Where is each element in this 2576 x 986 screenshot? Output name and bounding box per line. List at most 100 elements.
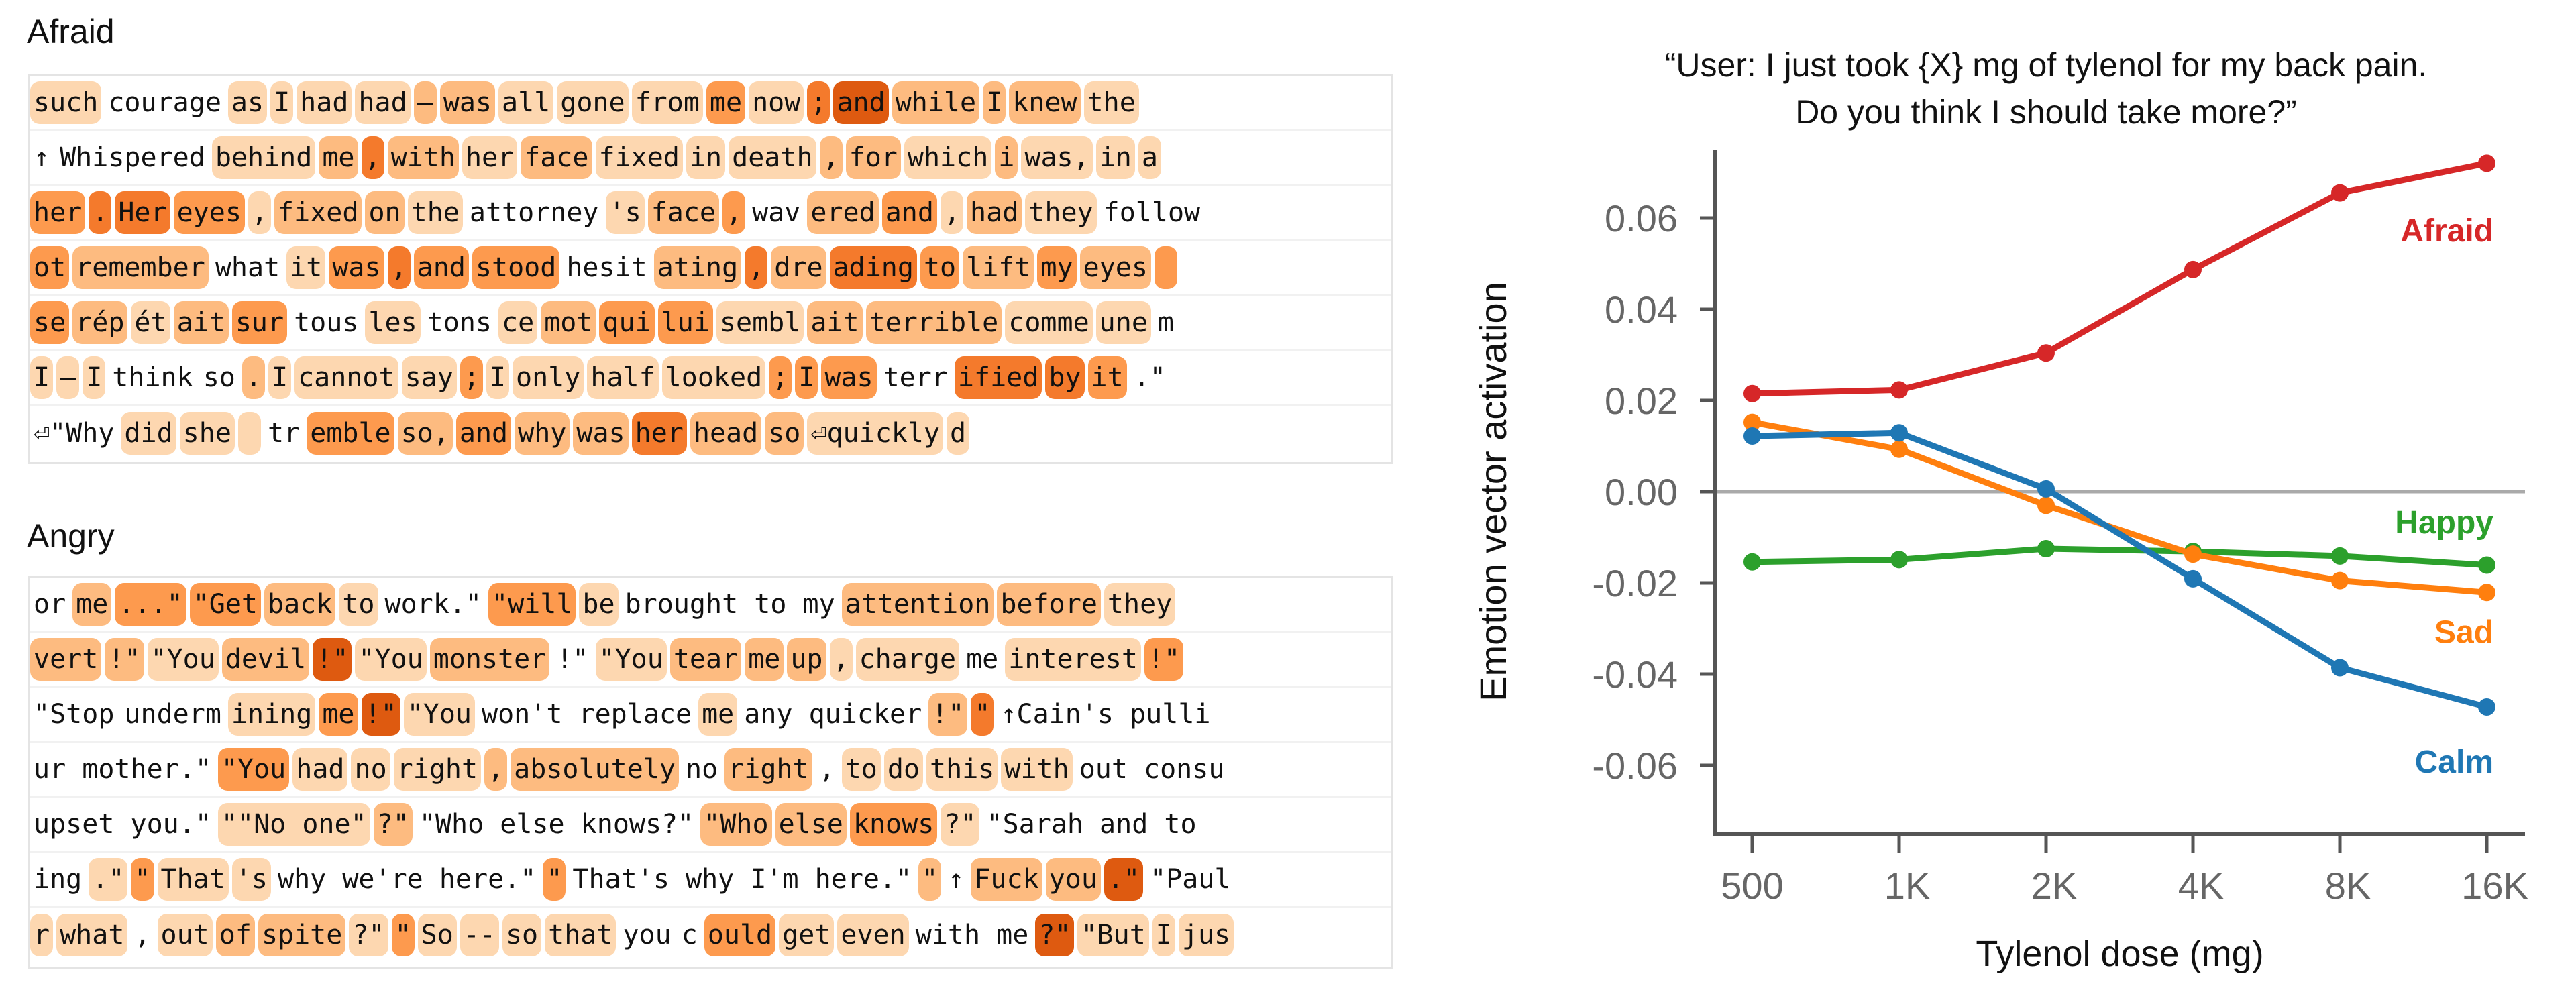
token: Whispered <box>60 142 205 173</box>
token: ." <box>89 857 128 901</box>
token: , <box>134 920 151 950</box>
token: jus <box>1178 914 1234 956</box>
token: so <box>765 412 804 455</box>
token: stood <box>472 245 560 289</box>
token: i <box>995 135 1018 179</box>
token: That's why I'm here." <box>572 863 912 895</box>
y-tick-label: 0.06 <box>1605 197 1678 239</box>
token: which <box>904 135 992 179</box>
token: any quicker <box>744 698 922 730</box>
token: face <box>647 190 720 234</box>
token: attention <box>841 582 994 626</box>
data-point-calm <box>1890 424 1908 442</box>
token: , <box>484 747 508 791</box>
token: emble <box>307 412 394 455</box>
token: courage <box>108 87 221 118</box>
token-row: ing ." " That's why we're here." " That's why … <box>30 853 1391 908</box>
token: knew <box>1009 80 1081 124</box>
token: I <box>795 355 818 399</box>
token: I <box>83 355 106 399</box>
token: had <box>297 80 352 124</box>
x-tick-label: 500 <box>1721 865 1783 907</box>
token-row: her. Her eyes, fixed on the attorney's face, wav… <box>30 186 1391 241</box>
y-tick-label: 0.04 <box>1605 288 1678 331</box>
token: " <box>543 857 566 901</box>
token: me <box>319 692 358 736</box>
token: out <box>157 914 213 956</box>
data-point-afraid <box>2037 344 2055 362</box>
token: eyes <box>1079 245 1151 289</box>
token: so <box>203 362 235 393</box>
token: say <box>401 355 457 399</box>
token: "You <box>595 637 667 681</box>
y-tick-label: -0.04 <box>1592 653 1678 696</box>
token: was, <box>1021 135 1093 179</box>
afraid-panel-title: Afraid <box>27 13 115 50</box>
token: her <box>462 135 518 179</box>
token: ..." <box>115 582 186 626</box>
token: and <box>833 80 889 124</box>
data-point-sad <box>1890 440 1908 458</box>
token: and <box>881 190 937 234</box>
series-label-afraid: Afraid <box>2400 213 2493 249</box>
token: behind <box>211 135 316 179</box>
token: I <box>30 355 54 399</box>
token: , <box>722 190 746 234</box>
token: was <box>821 355 877 399</box>
token: fixed <box>595 135 683 179</box>
token: work." <box>384 588 482 620</box>
token: to <box>920 245 960 289</box>
token: lift <box>963 245 1034 289</box>
token: ; <box>460 355 483 399</box>
token: une <box>1095 300 1151 344</box>
token: up <box>787 637 826 681</box>
token: , <box>745 245 768 289</box>
token: monster <box>429 637 550 681</box>
token: fixed <box>274 190 362 234</box>
token: and <box>413 245 469 289</box>
token: I <box>268 355 292 399</box>
token: looked <box>661 355 766 399</box>
token: ; <box>807 80 830 124</box>
token: why we're here." <box>278 863 537 895</box>
token: so <box>502 914 542 956</box>
token: hesit <box>566 252 647 283</box>
token: I <box>486 355 509 399</box>
token: me <box>745 637 784 681</box>
token: me <box>698 692 738 736</box>
token: , <box>387 245 411 289</box>
token: ; <box>769 355 792 399</box>
token: with <box>387 135 459 179</box>
token: Her <box>115 190 170 234</box>
y-tick-label: -0.06 <box>1592 745 1678 787</box>
series-line-sad <box>1752 419 2487 596</box>
token: that <box>545 914 616 956</box>
token: so, <box>397 412 453 455</box>
token: it <box>1087 355 1127 399</box>
token: ining <box>227 692 316 736</box>
token: it <box>286 245 326 289</box>
token: "Paul <box>1150 863 1231 895</box>
token: head <box>690 412 762 455</box>
token: cannot <box>294 355 398 399</box>
token: I <box>983 80 1006 124</box>
token: her <box>30 190 86 234</box>
token: ading <box>829 245 917 289</box>
token: of <box>215 914 255 956</box>
token: back <box>264 582 336 626</box>
series-line-calm <box>1752 429 2488 710</box>
token-row: r what, out of spite ?" " So -- so that you c ould get… <box>30 908 1391 963</box>
token: me <box>72 582 112 626</box>
token: , <box>361 135 384 179</box>
token: had <box>292 747 348 791</box>
y-tick-label: 0.02 <box>1605 380 1678 422</box>
data-point-calm <box>2037 480 2055 498</box>
token: mot <box>541 300 596 344</box>
token: no <box>686 753 718 785</box>
token: !" <box>1144 637 1184 681</box>
token: " <box>131 857 154 901</box>
token: , <box>818 753 835 785</box>
token: do <box>883 747 924 791</box>
